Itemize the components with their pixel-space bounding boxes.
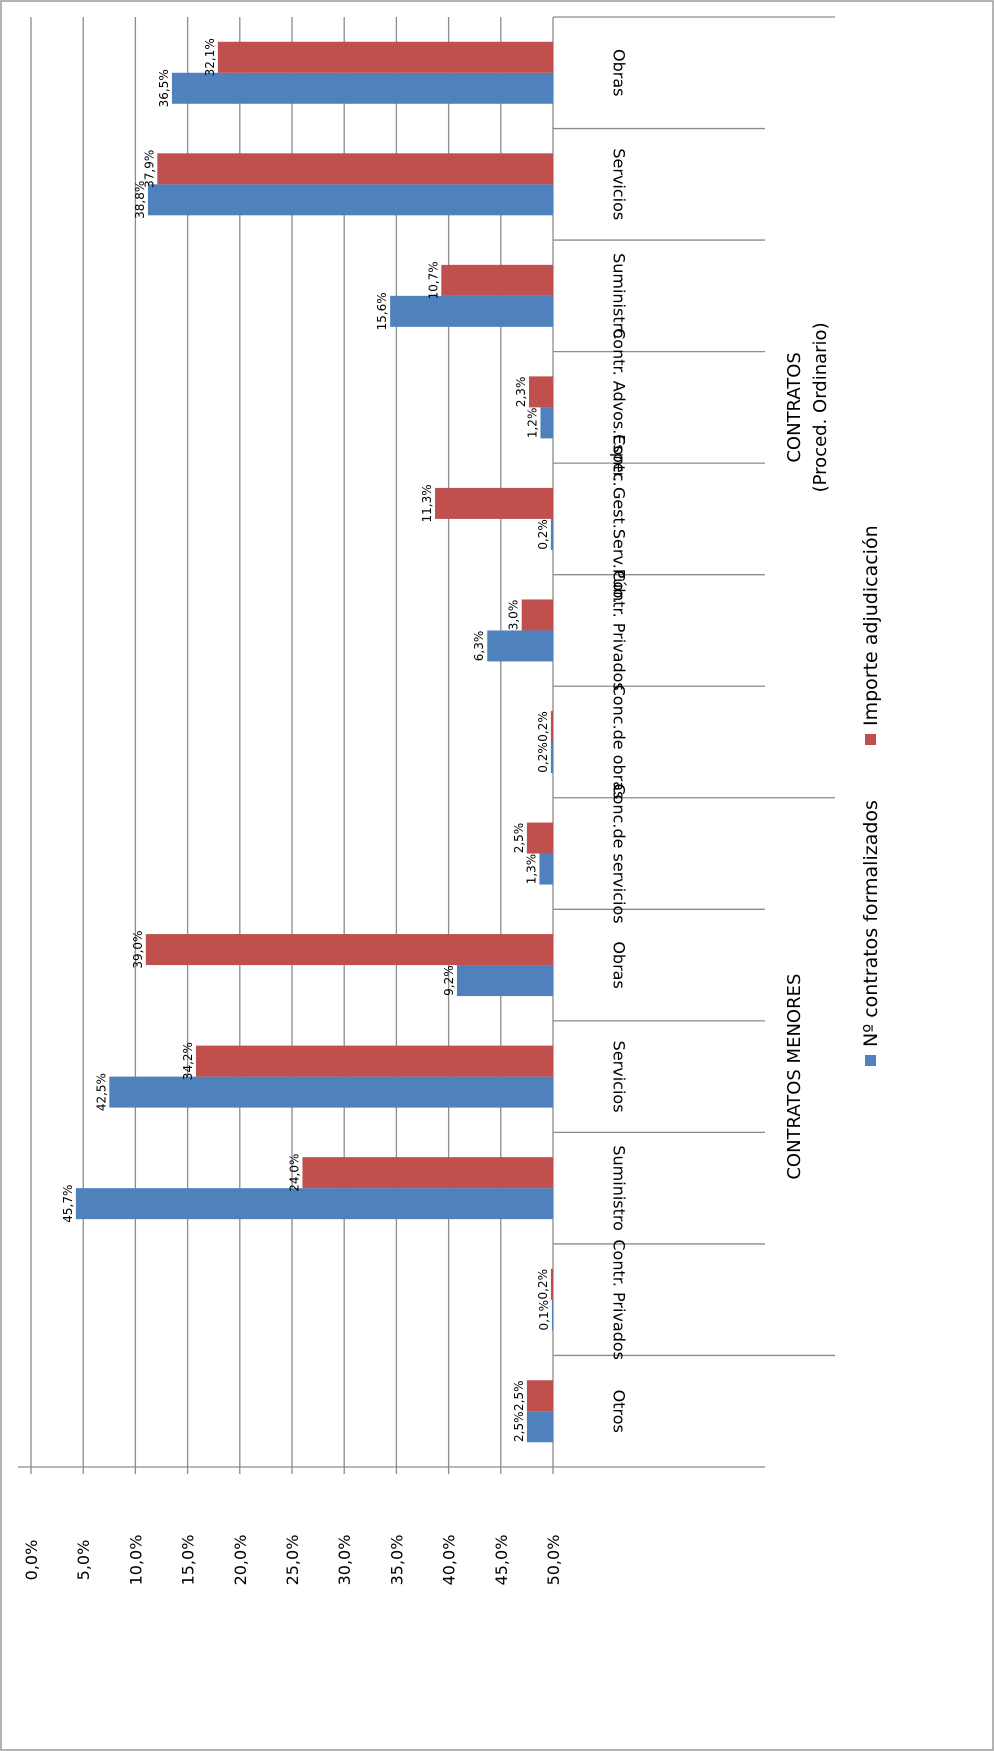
bar-contratos: [550, 518, 553, 550]
legend-swatch: [865, 1055, 876, 1066]
category-label: Servicios: [610, 1041, 629, 1113]
bar-importe: [521, 599, 553, 631]
category-label: Conc.de obras: [610, 685, 629, 800]
bar-contratos: [456, 965, 553, 997]
data-label: 0,2%: [536, 711, 550, 742]
bar-contratos: [550, 742, 553, 773]
legend-swatch: [865, 734, 876, 745]
data-label: 0,2%: [536, 519, 550, 550]
bar-importe: [550, 1268, 553, 1300]
category-label: Obras: [610, 49, 629, 96]
data-label: 34,2%: [181, 1042, 195, 1080]
bar-contratos: [526, 1411, 553, 1443]
category-label: Obras: [610, 941, 629, 988]
tick-label: 50,0%: [544, 1535, 563, 1586]
tick-label: 45,0%: [492, 1535, 511, 1586]
data-label: 11,3%: [420, 484, 434, 522]
bar-importe: [526, 822, 553, 854]
data-label: 38,8%: [133, 181, 147, 219]
data-label: 45,7%: [61, 1185, 75, 1223]
data-label: 32,1%: [203, 38, 217, 76]
tick-label: 5,0%: [74, 1540, 93, 1581]
category-label: Contr. Gest.Serv.Púb.: [610, 434, 629, 603]
group-label: CONTRATOS: [784, 352, 805, 462]
tick-label: 15,0%: [179, 1535, 198, 1586]
data-label: 36,5%: [157, 69, 171, 107]
category-label: Suministro: [610, 253, 629, 339]
bar-importe: [195, 1045, 553, 1077]
data-label: 0,2%: [536, 1269, 550, 1300]
bar-contratos: [109, 1076, 554, 1108]
data-label: 42,5%: [94, 1073, 108, 1111]
tick-label: 0,0%: [22, 1540, 41, 1581]
category-label: Contr. Privados: [610, 1239, 629, 1360]
bar-contratos: [171, 72, 553, 104]
tick-label: 25,0%: [283, 1535, 302, 1586]
tick-label: 40,0%: [440, 1535, 459, 1586]
category-label: Conc.de servicios: [610, 783, 629, 923]
data-label: 1,3%: [524, 854, 538, 885]
bar-importe: [526, 1380, 553, 1412]
data-label: 1,2%: [525, 408, 539, 439]
legend-label: Importe adjudicación: [860, 525, 882, 726]
bar-contratos: [487, 630, 553, 662]
tick-label: 35,0%: [387, 1535, 406, 1586]
bar-contratos: [390, 295, 553, 327]
group-label: CONTRATOS MENORES: [784, 974, 805, 1180]
data-label: 24,0%: [287, 1154, 301, 1192]
data-label: 6,3%: [472, 631, 486, 662]
bar-importe: [435, 487, 553, 519]
category-label: Contr. Privados: [610, 570, 629, 691]
data-label: 0,1%: [537, 1300, 551, 1331]
data-label: 3,0%: [507, 600, 521, 631]
bar-contratos: [539, 853, 553, 885]
data-label: 2,5%: [512, 1380, 526, 1411]
category-label: Otros: [610, 1390, 629, 1433]
category-label: Suministro: [610, 1145, 629, 1231]
data-label: 10,7%: [426, 261, 440, 299]
legend-label: Nº contratos formalizados: [860, 800, 882, 1047]
tick-label: 30,0%: [335, 1535, 354, 1586]
data-label: 0,2%: [536, 742, 550, 773]
bar-contratos: [551, 1299, 553, 1331]
category-label: Servicios: [610, 148, 629, 220]
data-label: 2,5%: [512, 1411, 526, 1442]
data-label: 37,9%: [142, 150, 156, 188]
tick-label: 10,0%: [126, 1535, 145, 1586]
data-label: 2,3%: [514, 377, 528, 408]
bar-importe: [302, 1157, 553, 1189]
bar-importe: [441, 264, 553, 296]
bar-importe: [217, 41, 553, 73]
data-label: 39,0%: [131, 931, 145, 969]
bar-contratos: [540, 407, 553, 439]
bar-contratos: [147, 184, 554, 216]
bar-contratos: [75, 1188, 553, 1220]
bar-importe: [550, 711, 553, 742]
bar-importe: [157, 153, 553, 185]
data-label: 15,6%: [375, 292, 389, 330]
category-label: Contr. Advos.Espec.: [610, 328, 629, 486]
group-label: (Proced. Ordinario): [810, 322, 831, 492]
data-label: 2,5%: [512, 823, 526, 854]
plot-area: 0,0% 5,0% 10,0% 15,0% 20,0% 25,0% 30,0% 35,0% 40…: [18, 16, 882, 1586]
data-label: 9,2%: [442, 965, 456, 996]
bar-importe: [528, 376, 553, 408]
bar-importe: [145, 934, 553, 966]
tick-label: 20,0%: [231, 1535, 250, 1586]
